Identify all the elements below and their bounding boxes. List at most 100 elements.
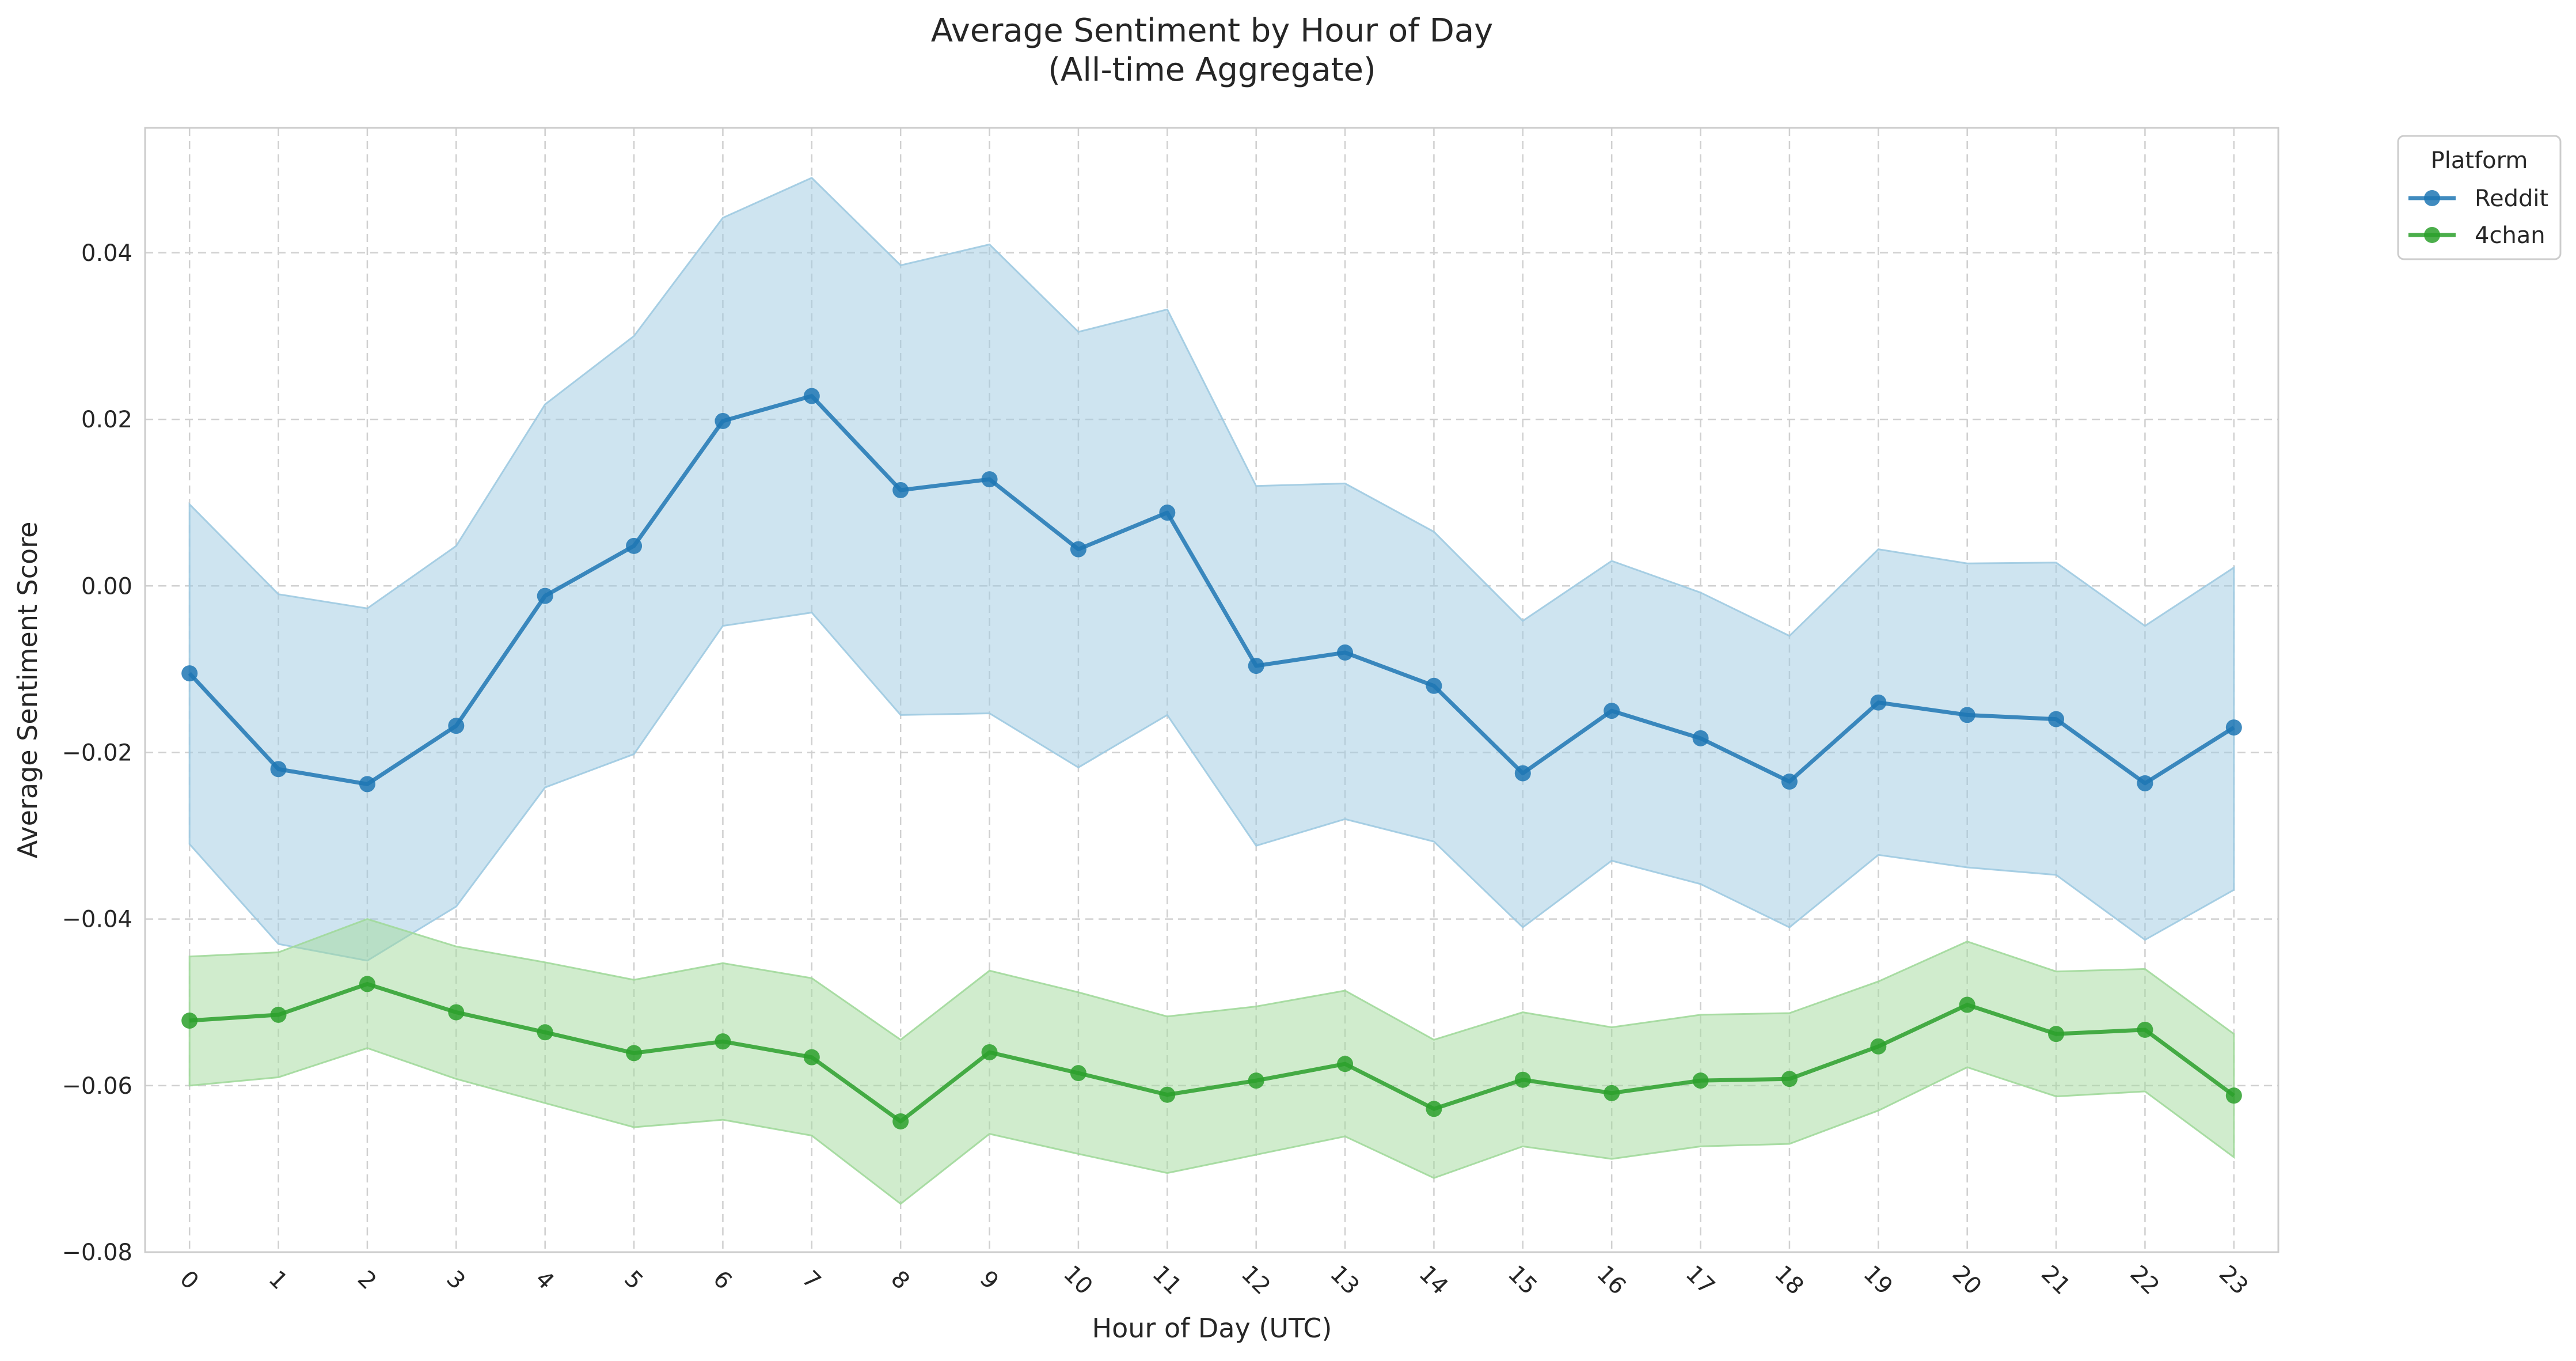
4chan-data-point	[181, 1013, 198, 1029]
4chan-data-point	[448, 1004, 465, 1021]
legend-item-reddit: Reddit	[2408, 185, 2548, 212]
4chan-series-line	[189, 981, 2235, 1124]
y-tick-label: −0.08	[62, 1239, 132, 1266]
4chan-data-point	[1248, 1072, 1264, 1089]
x-tick-label: 0	[174, 1265, 204, 1295]
4chan-data-point	[537, 1024, 553, 1041]
reddit-data-point	[270, 761, 287, 778]
legend-title: Platform	[2431, 147, 2528, 174]
x-axis-label: Hour of Day (UTC)	[1092, 1313, 1332, 1344]
x-tick-label: 12	[1236, 1260, 1276, 1300]
4chan-data-point	[270, 1006, 287, 1023]
x-axis-ticks: 0 1 2 3 4 5 6 7 8 9 10 11 12 13 14 15 16 17 18 19 20 21 22 23	[174, 1260, 2253, 1300]
x-tick-label: 2	[352, 1265, 382, 1295]
x-tick-label: 19	[1858, 1260, 1898, 1300]
x-tick-label: 13	[1325, 1260, 1365, 1300]
reddit-data-point	[1781, 774, 1798, 790]
chart-title: Average Sentiment by Hour of Day	[931, 12, 1494, 50]
4chan-data-point	[1781, 1071, 1798, 1087]
y-axis-label: Average Sentiment Score	[12, 522, 43, 859]
legend-swatch-marker	[2424, 190, 2440, 206]
4chan-data-point	[1870, 1038, 1887, 1055]
4chan-data-point	[2137, 1021, 2153, 1038]
x-tick-label: 15	[1503, 1260, 1542, 1300]
reddit-data-point	[2137, 775, 2153, 791]
reddit-data-point	[1604, 703, 1620, 719]
x-tick-label: 16	[1591, 1260, 1631, 1300]
confidence-bands	[188, 176, 2235, 1205]
4chan-data-point	[981, 1044, 998, 1060]
4chan-data-point	[2225, 1087, 2242, 1104]
x-tick-label: 4	[530, 1265, 560, 1295]
reddit-data-point	[1426, 677, 1442, 694]
x-tick-label: 10	[1058, 1260, 1098, 1300]
4chan-data-point	[1159, 1086, 1176, 1103]
reddit-data-point	[803, 388, 820, 404]
plot-area-frame	[144, 127, 2279, 1253]
x-tick-label: 5	[619, 1265, 648, 1295]
x-tick-label: 11	[1147, 1260, 1187, 1300]
y-tick-label: 0.04	[81, 240, 132, 267]
x-tick-label: 22	[2125, 1260, 2164, 1300]
4chan-data-point	[359, 976, 375, 992]
reddit-data-point	[1870, 694, 1887, 711]
reddit-data-point	[1514, 765, 1531, 782]
x-tick-label: 23	[2214, 1260, 2254, 1300]
reddit-series-line	[188, 394, 2235, 786]
x-tick-label: 21	[2036, 1260, 2076, 1300]
4chan-data-point	[803, 1049, 820, 1066]
legend: Platform Reddit 4chan	[2397, 135, 2562, 260]
4chan-data-point	[1514, 1071, 1531, 1088]
y-tick-label: −0.02	[62, 740, 132, 766]
4chan-confidence-band	[188, 918, 2235, 1205]
legend-item-4chan: 4chan	[2408, 222, 2545, 249]
4chan-data-point	[1959, 996, 1975, 1013]
reddit-data-point	[715, 412, 731, 429]
4chan-data-point	[626, 1045, 643, 1061]
reddit-data-point	[2225, 719, 2242, 736]
y-axis-ticks: −0.08 −0.06 −0.04 −0.02 0.00 0.02 0.04	[62, 240, 132, 1266]
reddit-data-point	[1070, 541, 1086, 558]
4chan-data-point	[1692, 1072, 1709, 1089]
4chan-data-point	[892, 1113, 909, 1129]
legend-label: Reddit	[2475, 185, 2548, 212]
x-tick-label: 9	[975, 1265, 1004, 1295]
4chan-data-point	[1070, 1065, 1086, 1082]
reddit-data-point	[1337, 644, 1354, 661]
x-tick-label: 7	[797, 1265, 826, 1295]
reddit-data-point	[1959, 707, 1975, 723]
series-points	[181, 388, 2242, 1129]
legend-label: 4chan	[2475, 222, 2545, 249]
4chan-data-point	[1604, 1085, 1620, 1101]
x-tick-label: 18	[1769, 1260, 1809, 1300]
x-tick-label: 6	[708, 1265, 737, 1295]
y-tick-label: 0.02	[81, 407, 132, 433]
y-tick-label: −0.06	[62, 1073, 132, 1100]
x-tick-label: 17	[1681, 1260, 1720, 1300]
reddit-data-point	[1248, 658, 1264, 674]
chart-subtitle: (All-time Aggregate)	[1048, 51, 1376, 89]
y-tick-label: 0.00	[81, 573, 132, 600]
x-tick-label: 20	[1947, 1260, 1987, 1300]
reddit-data-point	[181, 665, 198, 682]
reddit-data-point	[981, 471, 998, 488]
reddit-data-point	[626, 537, 643, 554]
reddit-data-point	[537, 587, 553, 604]
series-lines	[188, 394, 2235, 1124]
reddit-confidence-band	[188, 176, 2235, 962]
4chan-data-point	[1337, 1056, 1354, 1072]
4chan-data-point	[2048, 1026, 2065, 1042]
x-tick-label: 14	[1414, 1260, 1453, 1300]
reddit-data-point	[2048, 711, 2065, 727]
reddit-data-point	[359, 776, 375, 793]
legend-swatch-marker	[2424, 227, 2440, 243]
4chan-data-point	[715, 1033, 731, 1050]
x-tick-label: 8	[886, 1265, 915, 1295]
reddit-data-point	[448, 718, 465, 734]
reddit-data-point	[892, 482, 909, 498]
x-tick-label: 1	[264, 1265, 293, 1295]
x-tick-label: 3	[441, 1265, 470, 1295]
reddit-data-point	[1692, 730, 1709, 746]
reddit-data-point	[1159, 505, 1176, 521]
